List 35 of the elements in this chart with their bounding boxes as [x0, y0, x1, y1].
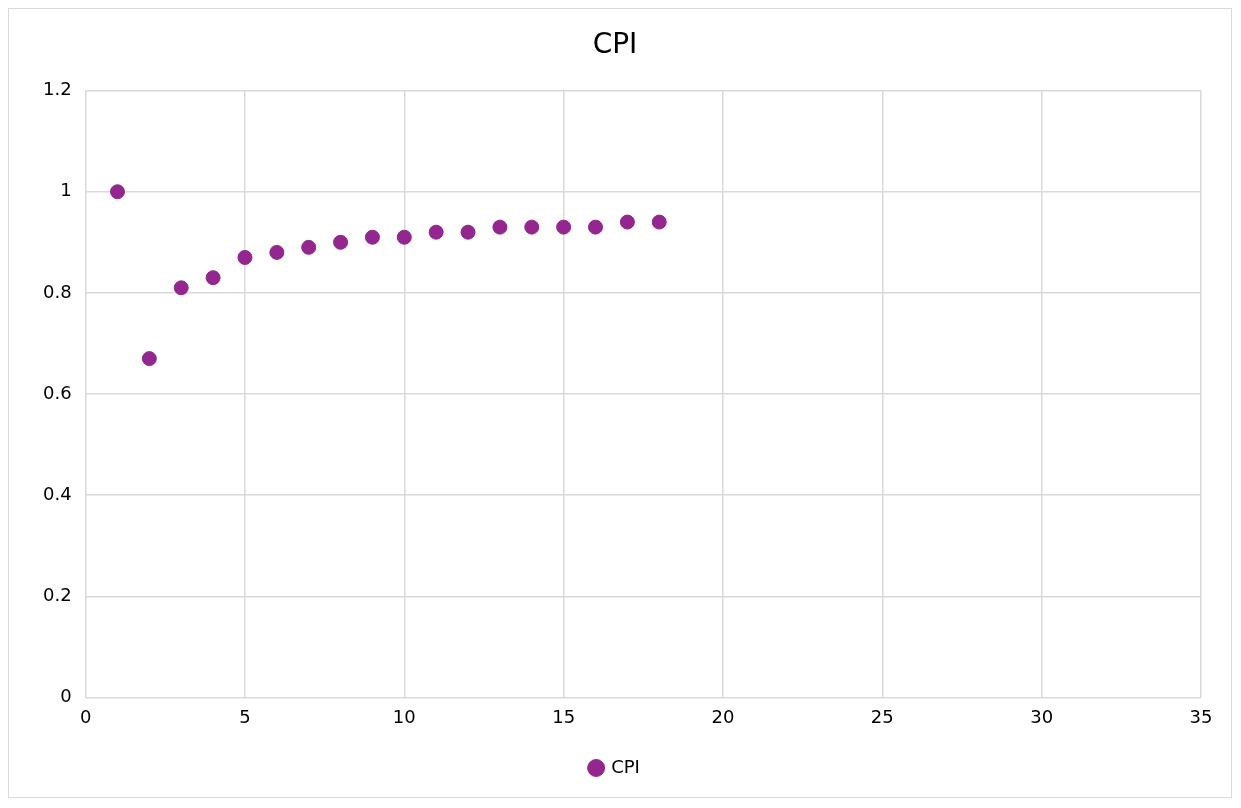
x-tick-label: 15: [552, 705, 576, 727]
point: [524, 219, 540, 235]
point: [364, 229, 380, 245]
point: [205, 270, 221, 286]
y-tick-label: 0.8: [42, 280, 72, 302]
y-tick-label: 0.2: [42, 583, 72, 605]
point: [141, 351, 157, 367]
y-tick-label: 0.4: [42, 482, 72, 504]
x-tick-label: 25: [870, 705, 894, 727]
y-tick-label: 1.2: [42, 78, 72, 100]
point: [651, 214, 667, 230]
point: [109, 184, 125, 200]
point: [237, 249, 253, 265]
x-tick-label: 0: [79, 705, 92, 727]
x-tick-label: 35: [1189, 705, 1213, 727]
chart-title: CPI: [592, 27, 638, 61]
y-tick-label: 0.6: [42, 381, 72, 403]
legend-label: CPI: [611, 755, 640, 777]
point: [460, 224, 476, 240]
point: [428, 224, 444, 240]
point: [492, 219, 508, 235]
point: [173, 280, 189, 296]
x-tick-label: 30: [1030, 705, 1054, 727]
point: [619, 214, 635, 230]
x-tick-label: 10: [392, 705, 416, 727]
point: [301, 239, 317, 255]
point: [556, 219, 572, 235]
x-tick-label: 20: [711, 705, 735, 727]
point: [588, 219, 604, 235]
x-tick-label: 5: [239, 705, 251, 727]
point: [333, 234, 349, 250]
y-tick-label: 1: [60, 179, 72, 201]
point: [396, 229, 412, 245]
point: [269, 244, 285, 260]
y-tick-label: 0: [60, 685, 72, 707]
